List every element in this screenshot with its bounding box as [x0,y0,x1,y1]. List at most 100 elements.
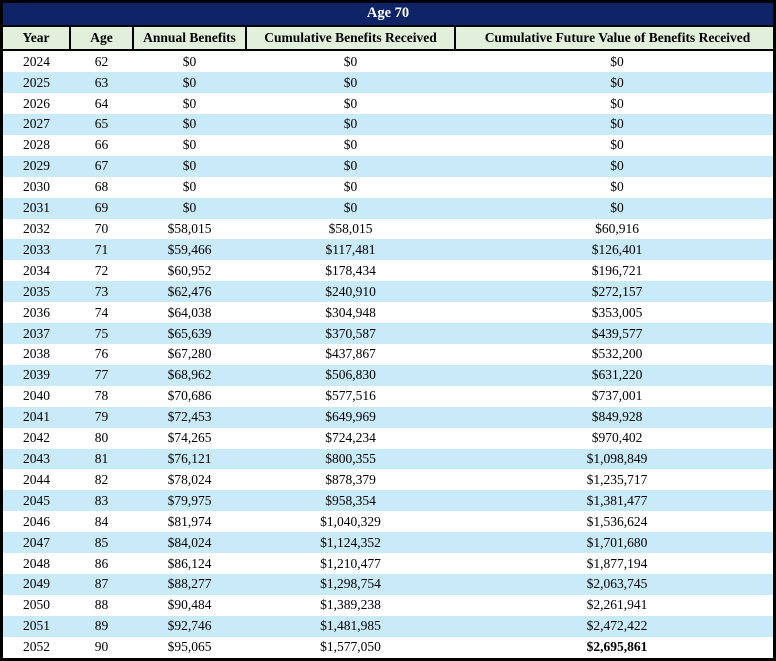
table-row: 2047 85 $84,024 $1,124,352 $1,701,680 [3,532,773,554]
cell-age: 89 [94,618,109,634]
cell-year: 2041 [23,409,50,425]
cell-cumulative-benefits: $117,481 [325,241,376,257]
cell-annual-benefits: $70,686 [167,388,212,404]
cell-cumulative-benefits: $649,969 [325,409,376,425]
cell-cumulative-future-value: $196,721 [591,262,643,278]
table-row: 2029 67 $0 $0 $0 [3,155,773,177]
cell-cumulative-benefits: $1,040,329 [320,513,381,529]
cell-cumulative-benefits: $0 [343,200,358,216]
table-row: 2025 63 $0 $0 $0 [3,72,773,94]
cell-year: 2030 [23,179,50,195]
cell-cumulative-benefits: $0 [343,179,358,195]
cell-cumulative-benefits: $1,210,477 [320,555,381,571]
cell-cumulative-future-value: $1,381,477 [586,492,648,508]
cell-annual-benefits: $59,466 [167,241,212,257]
cell-year: 2048 [23,555,50,571]
cell-age: 68 [94,179,109,195]
table-row: 2049 87 $88,277 $1,298,754 $2,063,745 [3,573,773,595]
column-header-cumulative-future-value: Cumulative Future Value of Benefits Rece… [454,27,773,51]
table-row: 2038 76 $67,280 $437,867 $532,200 [3,344,773,365]
table-row: 2050 88 $90,484 $1,389,238 $2,261,941 [3,594,773,616]
cell-year: 2049 [23,576,50,592]
cell-cumulative-future-value: $532,200 [591,346,643,362]
cell-age: 85 [94,534,109,550]
cell-cumulative-future-value: $0 [610,95,624,111]
cell-annual-benefits: $0 [182,179,197,195]
table-title: Age 70 [3,3,773,27]
table-row: 2051 89 $92,746 $1,481,985 $2,472,422 [3,615,773,637]
cell-cumulative-benefits: $0 [343,95,358,111]
table-row: 2027 65 $0 $0 $0 [3,114,773,135]
table-container: Year Age Annual Benefits Cumulative Bene… [3,27,773,658]
table-body: 2024 62 $0 $0 $0 2025 63 $0 $0 $0 2026 64 $0 $0 $0 2027… [3,50,773,658]
cell-annual-benefits: $0 [182,137,197,153]
cell-cumulative-future-value: $272,157 [591,283,643,299]
cell-age: 75 [94,325,109,341]
cell-year: 2051 [23,618,50,634]
cell-age: 90 [94,639,109,655]
cell-year: 2044 [23,471,50,487]
cell-cumulative-future-value: $1,536,624 [586,513,648,529]
cell-cumulative-benefits: $1,389,238 [320,597,381,613]
cell-age: 73 [94,283,109,299]
benefits-table: Year Age Annual Benefits Cumulative Bene… [3,27,773,658]
cell-cumulative-benefits: $1,577,050 [320,639,381,655]
cell-year: 2025 [23,74,50,90]
table-row: 2040 78 $70,686 $577,516 $737,001 [3,385,773,407]
cell-year: 2029 [23,158,50,174]
cell-cumulative-future-value: $353,005 [591,304,643,320]
cell-cumulative-benefits: $240,910 [325,283,376,299]
cell-cumulative-future-value: $0 [610,179,624,195]
cell-year: 2032 [23,221,50,237]
cell-year: 2045 [23,492,50,508]
table-row: 2030 68 $0 $0 $0 [3,176,773,198]
cell-cumulative-future-value: $970,402 [591,430,643,446]
table-row: 2042 80 $74,265 $724,234 $970,402 [3,427,773,449]
table-row: 2043 81 $76,121 $800,355 $1,098,849 [3,448,773,470]
cell-cumulative-benefits: $437,867 [325,346,376,362]
cell-cumulative-future-value: $0 [610,200,624,216]
cell-cumulative-future-value: $0 [610,137,624,153]
cell-cumulative-benefits: $0 [343,53,358,69]
cell-annual-benefits: $86,124 [167,555,212,571]
table-row: 2028 66 $0 $0 $0 [3,134,773,156]
table-row: 2037 75 $65,639 $370,587 $439,577 [3,323,773,344]
cell-cumulative-future-value: $126,401 [591,241,643,257]
cell-age: 79 [94,409,109,425]
cell-cumulative-benefits: $506,830 [325,367,376,383]
cell-cumulative-future-value: $1,877,194 [586,555,648,571]
cell-cumulative-benefits: $1,124,352 [320,534,381,550]
cell-year: 2040 [23,388,50,404]
table-row: 2045 83 $79,975 $958,354 $1,381,477 [3,490,773,512]
cell-age: 69 [94,200,109,216]
cell-age: 83 [94,492,109,508]
table-row: 2024 62 $0 $0 $0 [3,50,773,73]
cell-year: 2046 [23,513,50,529]
cell-cumulative-benefits: $0 [343,116,358,132]
cell-age: 86 [94,555,109,571]
cell-year: 2035 [23,283,50,299]
cell-annual-benefits: $0 [182,200,197,216]
cell-age: 72 [94,262,109,278]
cell-cumulative-future-value: $1,701,680 [586,534,648,550]
cell-cumulative-benefits: $370,587 [325,325,376,341]
cell-age: 88 [94,597,109,613]
cell-annual-benefits: $68,962 [167,367,212,383]
cell-cumulative-benefits: $0 [343,158,358,174]
cell-annual-benefits: $74,265 [167,430,212,446]
cell-year: 2036 [23,304,50,320]
column-header-year: Year [3,27,71,51]
cell-age: 77 [94,367,109,383]
cell-annual-benefits: $67,280 [167,346,212,362]
table-row: 2032 70 $58,015 $58,015 $60,916 [3,218,773,240]
cell-cumulative-benefits: $878,379 [325,471,376,487]
cell-cumulative-future-value: $0 [610,158,624,174]
cell-annual-benefits: $90,484 [167,597,212,613]
table-row: 2046 84 $81,974 $1,040,329 $1,536,624 [3,511,773,533]
cell-cumulative-future-value: $737,001 [591,388,643,404]
cell-age: 65 [94,116,109,132]
cell-cumulative-future-value: $60,916 [595,221,639,237]
table-row: 2052 90 $95,065 $1,577,050 $2,695,861 [3,636,773,658]
cell-annual-benefits: $72,453 [167,409,212,425]
